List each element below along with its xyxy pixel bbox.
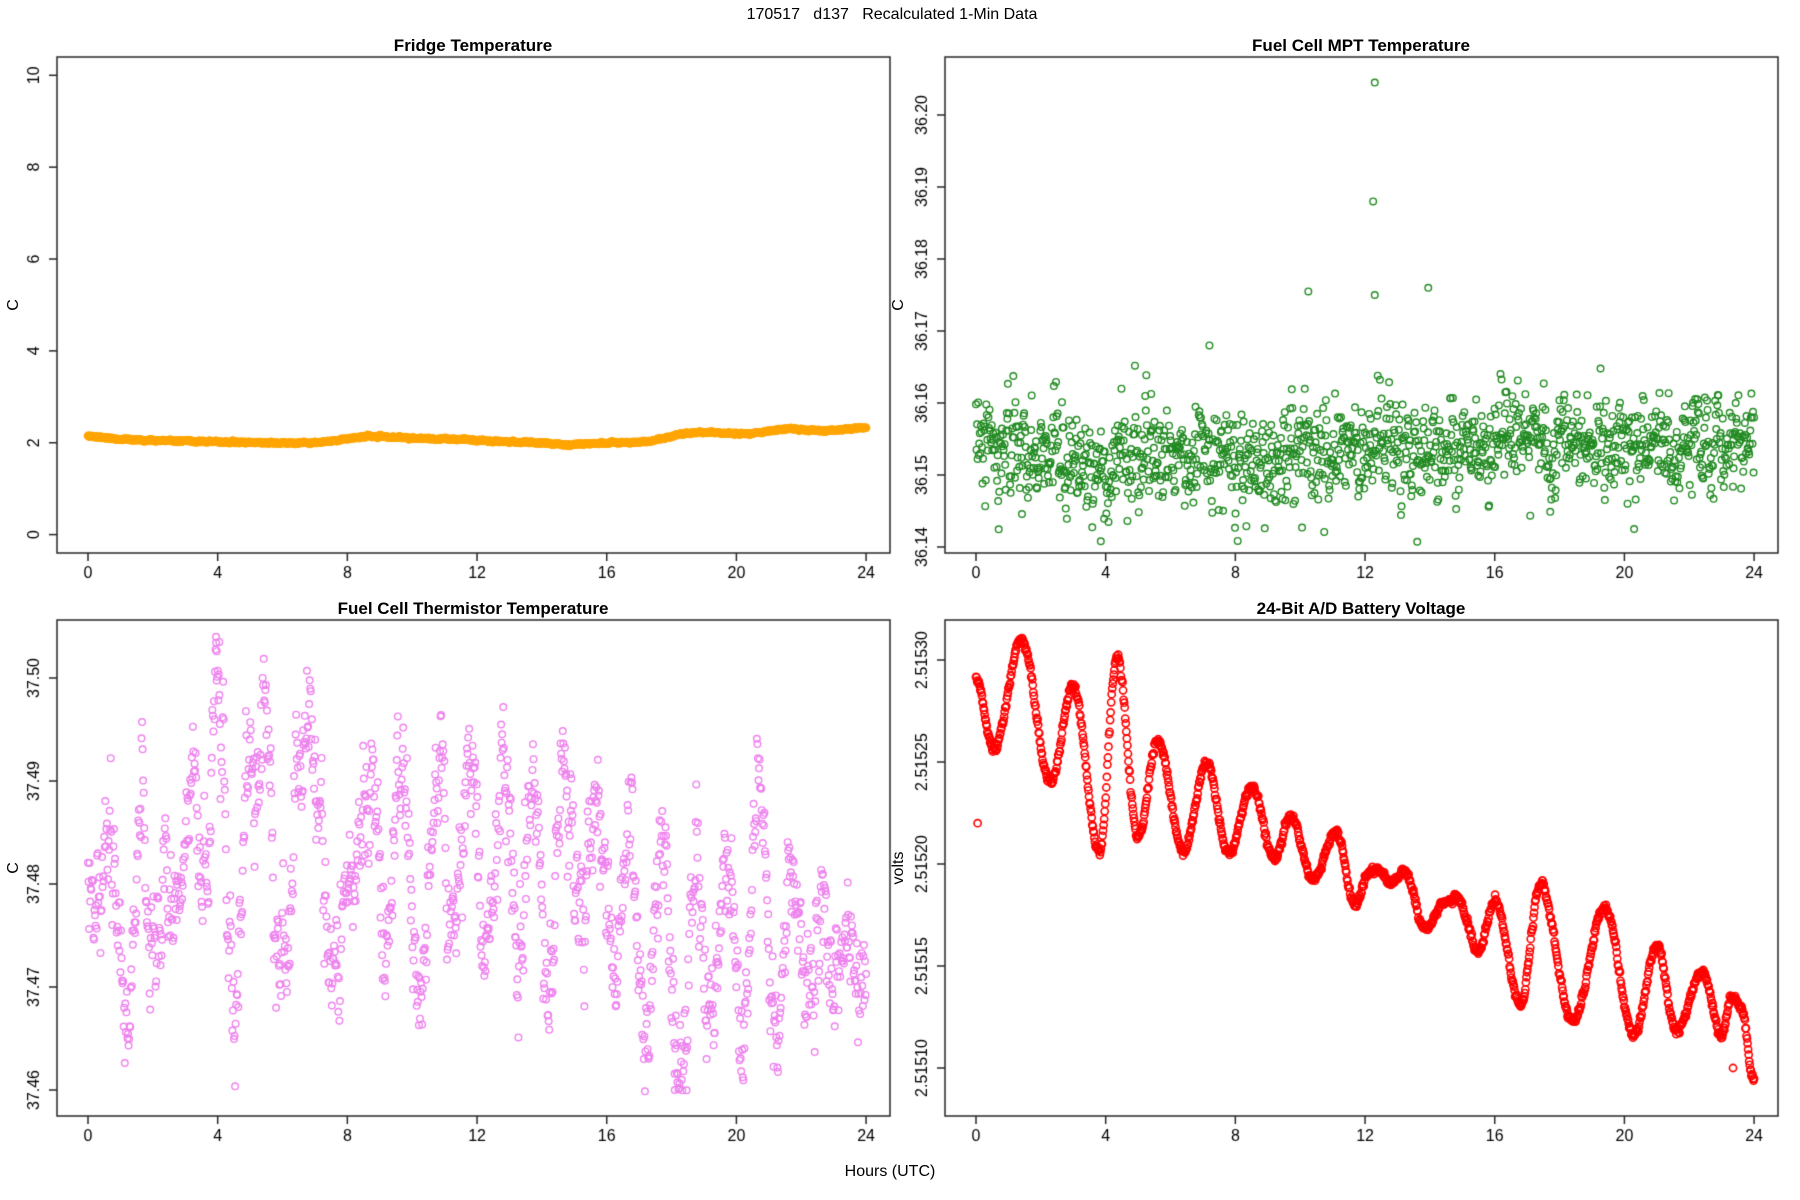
panel-title-fridge-temperature: Fridge Temperature [393,36,553,55]
panel-title-fuel-cell-thermistor-temperature: Fuel Cell Thermistor Temperature [337,599,609,618]
panel-title-battery-voltage: 24-Bit A/D Battery Voltage [1256,599,1466,618]
figure-title: 170517 d137 Recalculated 1-Min Data [746,6,1038,23]
y-axis-label-thermistor: C [5,862,22,874]
y-axis-label-fridge: C [5,299,22,311]
x-axis-label-hours-utc: Hours (UTC) [844,1163,936,1180]
y-axis-label-mpt: C [890,299,907,311]
panel-title-fuel-cell-mpt-temperature: Fuel Cell MPT Temperature [1252,36,1470,55]
y-axis-label-volts: volts [890,851,907,885]
